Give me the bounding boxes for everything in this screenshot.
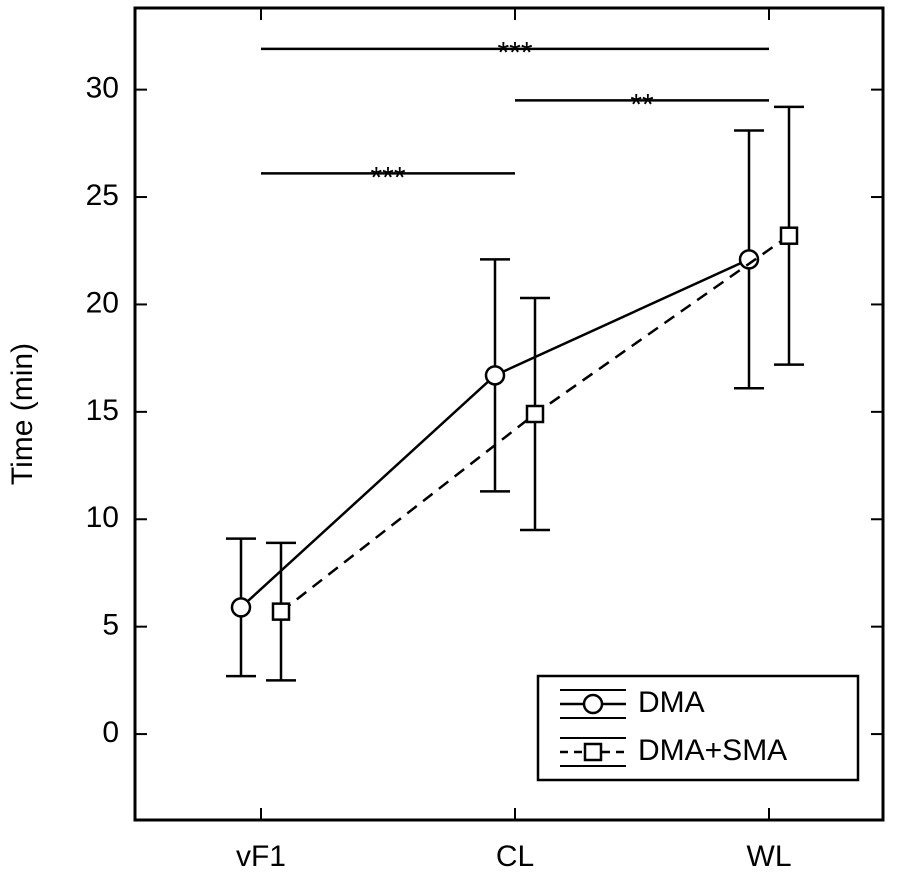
x-tick-label: WL: [747, 840, 792, 873]
y-tick-label: 0: [102, 716, 119, 749]
y-tick-label: 30: [86, 72, 119, 105]
x-tick-label: CL: [496, 840, 534, 873]
data-point: [230, 597, 252, 618]
y-tick-label: 10: [86, 501, 119, 534]
significance-label: **: [630, 88, 654, 121]
legend-marker: [583, 742, 603, 762]
data-point: [484, 365, 506, 386]
data-point: [525, 404, 545, 424]
data-point: [779, 226, 799, 245]
y-axis-label: Time (min): [6, 343, 39, 485]
legend-label: DMA: [638, 686, 705, 719]
legend-marker: [582, 693, 604, 715]
data-point: [271, 602, 291, 621]
legend-label: DMA+SMA: [638, 734, 787, 767]
legend-box: [536, 674, 860, 782]
y-tick-label: 5: [102, 609, 119, 642]
significance-label: ***: [370, 161, 405, 194]
data-point: [738, 249, 760, 270]
y-tick-label: 15: [86, 394, 119, 427]
x-tick-label: vF1: [236, 840, 286, 873]
y-tick-label: 25: [86, 179, 119, 212]
y-tick-label: 20: [86, 286, 119, 319]
significance-label: ***: [497, 37, 532, 70]
plot-frame: [133, 6, 885, 822]
